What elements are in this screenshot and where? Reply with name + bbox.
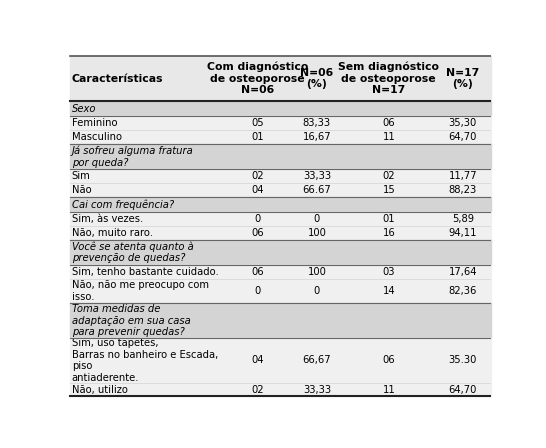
Text: Características: Características	[72, 73, 163, 84]
Text: 02: 02	[251, 384, 264, 395]
Text: 04: 04	[251, 185, 264, 195]
Text: Não: Não	[72, 185, 91, 195]
Text: Você se atenta quanto à
prevenção de quedas?: Você se atenta quanto à prevenção de que…	[72, 241, 193, 263]
Text: 06: 06	[251, 267, 264, 277]
Text: 06: 06	[251, 228, 264, 238]
Bar	[70, 303, 490, 338]
Text: 35.30: 35.30	[449, 356, 477, 366]
Text: 06: 06	[383, 118, 395, 128]
Text: 35,30: 35,30	[449, 118, 477, 128]
Text: 0: 0	[314, 214, 320, 224]
Text: 14: 14	[383, 286, 395, 296]
Text: 04: 04	[251, 356, 264, 366]
Text: 17,64: 17,64	[449, 267, 477, 277]
Bar	[70, 265, 490, 279]
Bar	[70, 56, 490, 101]
Text: 100: 100	[307, 267, 327, 277]
Text: 33,33: 33,33	[303, 171, 331, 181]
Text: 66,67: 66,67	[302, 356, 331, 366]
Text: 82,36: 82,36	[449, 286, 477, 296]
Text: Toma medidas de
adaptação em sua casa
para prevenir quedas?: Toma medidas de adaptação em sua casa pa…	[72, 304, 191, 337]
Text: Sem diagnóstico
de osteoporose
N=17: Sem diagnóstico de osteoporose N=17	[339, 62, 440, 95]
Text: Não, não me preocupo com
isso.: Não, não me preocupo com isso.	[72, 280, 209, 302]
Text: Já sofreu alguma fratura
por queda?: Já sofreu alguma fratura por queda?	[72, 146, 193, 168]
Text: Com diagnóstico
de osteoporose
N=06: Com diagnóstico de osteoporose N=06	[207, 62, 308, 95]
Text: 0: 0	[314, 286, 320, 296]
Text: 16: 16	[382, 228, 395, 238]
Text: 16,67: 16,67	[302, 132, 331, 142]
Text: 33,33: 33,33	[303, 384, 331, 395]
Text: 05: 05	[251, 118, 264, 128]
Text: 64,70: 64,70	[449, 384, 477, 395]
Text: Cai com frequência?: Cai com frequência?	[72, 199, 174, 210]
Bar	[70, 226, 490, 240]
Bar	[70, 183, 490, 197]
Bar	[70, 144, 490, 169]
Text: 88,23: 88,23	[449, 185, 477, 195]
Text: 06: 06	[383, 356, 395, 366]
Text: N=06
(%): N=06 (%)	[300, 68, 334, 89]
Bar	[70, 383, 490, 396]
Text: 66.67: 66.67	[302, 185, 331, 195]
Bar	[70, 130, 490, 144]
Text: 03: 03	[383, 267, 395, 277]
Text: 5,89: 5,89	[452, 214, 474, 224]
Text: 11,77: 11,77	[448, 171, 477, 181]
Bar	[70, 338, 490, 383]
Bar	[70, 240, 490, 265]
Text: 15: 15	[382, 185, 395, 195]
Text: 01: 01	[383, 214, 395, 224]
Text: 100: 100	[307, 228, 327, 238]
Text: 02: 02	[251, 171, 264, 181]
Text: 94,11: 94,11	[449, 228, 477, 238]
Text: Feminino: Feminino	[72, 118, 117, 128]
Text: 0: 0	[254, 286, 261, 296]
Bar	[70, 197, 490, 212]
Text: Masculino: Masculino	[72, 132, 122, 142]
Text: Sim, às vezes.: Sim, às vezes.	[72, 214, 143, 224]
Text: 02: 02	[383, 171, 395, 181]
Bar	[70, 212, 490, 226]
Text: Não, muito raro.: Não, muito raro.	[72, 228, 153, 238]
Text: 64,70: 64,70	[449, 132, 477, 142]
Text: N=17
(%): N=17 (%)	[446, 68, 479, 89]
Text: 11: 11	[382, 384, 395, 395]
Text: 01: 01	[251, 132, 264, 142]
Text: 0: 0	[254, 214, 261, 224]
Bar	[70, 116, 490, 130]
Text: Sim: Sim	[72, 171, 91, 181]
Text: Não, utilizo: Não, utilizo	[72, 384, 128, 395]
Bar	[70, 169, 490, 183]
Text: Sim, uso tapetes,
Barras no banheiro e Escada,
piso
antiaderente.: Sim, uso tapetes, Barras no banheiro e E…	[72, 338, 218, 383]
Bar	[70, 101, 490, 116]
Text: Sexo: Sexo	[72, 103, 96, 114]
Bar	[70, 279, 490, 303]
Text: 11: 11	[382, 132, 395, 142]
Text: 83,33: 83,33	[303, 118, 331, 128]
Text: Sim, tenho bastante cuidado.: Sim, tenho bastante cuidado.	[72, 267, 218, 277]
